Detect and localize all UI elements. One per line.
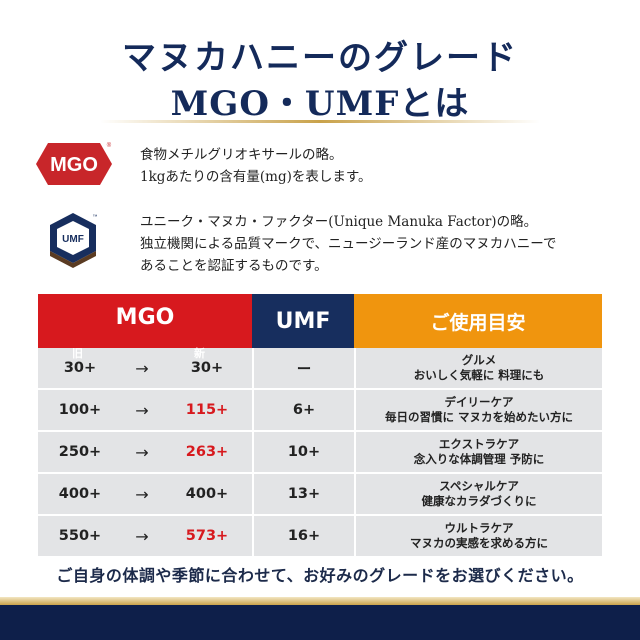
- header-mgo: MGO 旧 新: [38, 294, 252, 360]
- umf-value: 13+: [252, 474, 354, 514]
- grade-table: MGO 旧 新 UMF ご使用目安 30+ → 30+ ーグルメ おいしく気軽に 料理に…: [38, 294, 602, 556]
- page-title-line2: MGO・UMFとは: [170, 84, 470, 124]
- header-mgo-new: 新: [194, 347, 205, 360]
- usage-description: 毎日の習慣に マヌカを始めたい方に: [384, 410, 573, 424]
- mgo-registered-mark: ®: [107, 142, 112, 149]
- usage-title: デイリーケア: [444, 395, 514, 409]
- arrow-icon: →: [135, 358, 149, 378]
- bottom-gold-band: [0, 597, 640, 605]
- umf-value: ー: [252, 348, 354, 388]
- header-mgo-label: MGO: [115, 304, 175, 330]
- usage-title: グルメ: [461, 353, 497, 367]
- table-row: 400+ → 400+ 13+ スペシャルケア 健康なカラダづくりに: [38, 474, 602, 514]
- table-row: 250+ → 263+ 10+ エクストラケア 念入りな体調管理 予防に: [38, 432, 602, 472]
- header-usage: ご使用目安: [354, 294, 602, 348]
- mgo-old-value: 30+: [63, 360, 97, 376]
- umf-value: 16+: [252, 516, 354, 556]
- arrow-icon: →: [135, 526, 149, 546]
- mgo-old-value: 550+: [58, 528, 102, 544]
- usage-cell: スペシャルケア 健康なカラダづくりに: [354, 474, 602, 514]
- arrow-icon: →: [135, 484, 149, 504]
- mgo-old-value: 100+: [58, 402, 102, 418]
- mgo-logo-text: MGO: [50, 154, 98, 176]
- mgo-new-value: 573+: [185, 528, 229, 544]
- mgo-description-line1: 食物メチルグリオキサールの略。: [140, 147, 343, 163]
- arrow-icon: →: [135, 442, 149, 462]
- table-row: 100+ → 115+ 6+ デイリーケア 毎日の習慣に マヌカを始めたい方に: [38, 390, 602, 430]
- mgo-new-value: 30+: [190, 360, 224, 376]
- mgo-description: 食物メチルグリオキサールの略。 1kgあたりの含有量(mg)を表します。: [140, 144, 372, 188]
- mgo-logo: MGO ®: [36, 142, 112, 185]
- arrow-icon: →: [135, 400, 149, 420]
- umf-value: 6+: [252, 390, 354, 430]
- umf-value: 10+: [252, 432, 354, 472]
- bottom-navy-band: [0, 605, 640, 640]
- table-body: 30+ → 30+ ーグルメ おいしく気軽に 料理にも 100+ → 115+ 6+ デイリーケア…: [38, 348, 602, 556]
- title-divider: [100, 120, 540, 123]
- usage-cell: デイリーケア 毎日の習慣に マヌカを始めたい方に: [354, 390, 602, 430]
- usage-cell: グルメ おいしく気軽に 料理にも: [354, 348, 602, 388]
- usage-description: 健康なカラダづくりに: [421, 494, 537, 508]
- usage-title: ウルトラケア: [444, 521, 514, 535]
- mgo-old-value: 250+: [58, 444, 102, 460]
- table-header: MGO 旧 新 UMF ご使用目安: [38, 294, 602, 360]
- umf-logo: UMF ™: [50, 213, 98, 268]
- table-row: 550+ → 573+ 16+ ウルトラケア マヌカの実感を求める方に: [38, 516, 602, 556]
- footer-note: ご自身の体調や季節に合わせて、お好みのグレードをお選びください。: [56, 566, 584, 585]
- header-mgo-old: 旧: [72, 347, 83, 360]
- page-title-line1: マヌカハニーのグレード: [122, 38, 518, 78]
- usage-description: 念入りな体調管理 予防に: [413, 452, 545, 466]
- mgo-new-value: 400+: [185, 486, 229, 502]
- usage-cell: ウルトラケア マヌカの実感を求める方に: [354, 516, 602, 556]
- usage-title: エクストラケア: [438, 437, 520, 451]
- umf-logo-text: UMF: [62, 234, 84, 245]
- mgo-description-line2: 1kgあたりの含有量(mg)を表します。: [140, 169, 372, 185]
- umf-trademark: ™: [93, 214, 98, 220]
- umf-description-line2: 独立機関による品質マークで、ニュージーランド産のマヌカハニーで: [140, 236, 557, 252]
- mgo-new-value: 115+: [185, 402, 229, 418]
- mgo-new-value: 263+: [185, 444, 229, 460]
- umf-description-line3: あることを認証するものです。: [140, 258, 328, 274]
- umf-description-line1: ユニーク・マヌカ・ファクター(Unique Manuka Factor)の略。: [140, 214, 538, 230]
- usage-title: スペシャルケア: [439, 479, 519, 493]
- umf-description: ユニーク・マヌカ・ファクター(Unique Manuka Factor)の略。 …: [140, 211, 556, 277]
- usage-description: マヌカの実感を求める方に: [410, 536, 548, 550]
- table-row: 30+ → 30+ ーグルメ おいしく気軽に 料理にも: [38, 348, 602, 388]
- mgo-old-value: 400+: [58, 486, 102, 502]
- usage-cell: エクストラケア 念入りな体調管理 予防に: [354, 432, 602, 472]
- usage-description: おいしく気軽に 料理にも: [413, 368, 545, 382]
- header-umf: UMF: [252, 294, 354, 348]
